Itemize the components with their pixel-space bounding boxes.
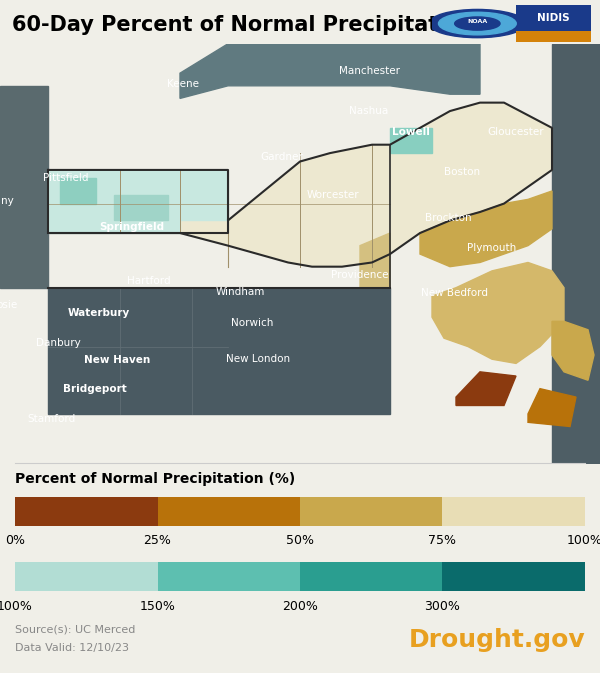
- Text: 60-Day Percent of Normal Precipitation: 60-Day Percent of Normal Precipitation: [12, 15, 475, 35]
- Polygon shape: [528, 389, 576, 427]
- Circle shape: [429, 9, 526, 38]
- Circle shape: [455, 17, 500, 30]
- Text: 100%: 100%: [567, 534, 600, 547]
- Text: 0%: 0%: [5, 534, 25, 547]
- Text: Drought.gov: Drought.gov: [409, 628, 585, 652]
- Polygon shape: [114, 195, 168, 221]
- Text: Manchester: Manchester: [338, 66, 400, 76]
- Bar: [15, 497, 157, 526]
- Text: ny: ny: [1, 197, 14, 207]
- Polygon shape: [552, 321, 594, 380]
- Text: Providence: Providence: [331, 270, 389, 280]
- Polygon shape: [180, 44, 480, 98]
- Bar: [516, 30, 591, 42]
- Text: Brockton: Brockton: [425, 213, 472, 223]
- Polygon shape: [0, 86, 48, 288]
- Text: New Bedford: New Bedford: [421, 288, 488, 297]
- Text: Danbury: Danbury: [37, 339, 81, 348]
- Text: Plymouth: Plymouth: [467, 243, 517, 253]
- Text: Source(s): UC Merced: Source(s): UC Merced: [15, 625, 136, 635]
- Text: Bridgeport: Bridgeport: [63, 384, 127, 394]
- Text: New Haven: New Haven: [84, 355, 150, 365]
- Polygon shape: [48, 102, 552, 267]
- Bar: [157, 497, 300, 526]
- Text: osie: osie: [0, 299, 18, 310]
- Bar: [15, 562, 157, 591]
- Text: Waterbury: Waterbury: [68, 308, 130, 318]
- Polygon shape: [48, 288, 390, 414]
- Polygon shape: [48, 170, 228, 233]
- Text: Lowell: Lowell: [392, 127, 430, 137]
- Text: Gardner: Gardner: [260, 152, 304, 162]
- Text: 100%: 100%: [0, 600, 33, 612]
- Text: 25%: 25%: [143, 534, 172, 547]
- Text: New London: New London: [226, 354, 290, 364]
- Bar: [300, 562, 443, 591]
- Polygon shape: [360, 233, 390, 288]
- Text: 300%: 300%: [425, 600, 460, 612]
- Text: Windham: Windham: [215, 287, 265, 297]
- Polygon shape: [552, 44, 600, 464]
- Polygon shape: [420, 191, 552, 267]
- Text: Nashua: Nashua: [349, 106, 389, 116]
- Text: Stamford: Stamford: [27, 414, 75, 424]
- Text: Data Valid: 12/10/23: Data Valid: 12/10/23: [15, 643, 129, 653]
- Text: Pittsfield: Pittsfield: [43, 174, 89, 183]
- Text: Keene: Keene: [167, 79, 199, 89]
- Text: Boston: Boston: [444, 167, 480, 177]
- Text: 200%: 200%: [282, 600, 318, 612]
- Bar: [157, 562, 300, 591]
- Polygon shape: [432, 262, 564, 363]
- Polygon shape: [390, 128, 432, 153]
- Text: 150%: 150%: [140, 600, 175, 612]
- Polygon shape: [60, 178, 96, 203]
- Text: Hartford: Hartford: [127, 277, 170, 287]
- Text: NIDIS: NIDIS: [537, 13, 570, 23]
- Text: Norwich: Norwich: [231, 318, 273, 328]
- Text: Percent of Normal Precipitation (%): Percent of Normal Precipitation (%): [15, 472, 295, 487]
- Text: Gloucester: Gloucester: [488, 127, 544, 137]
- Bar: [300, 497, 443, 526]
- Text: Springfield: Springfield: [100, 221, 164, 232]
- Bar: [516, 5, 591, 42]
- Bar: [442, 562, 585, 591]
- Text: 50%: 50%: [286, 534, 314, 547]
- Text: Worcester: Worcester: [307, 190, 359, 200]
- Polygon shape: [456, 371, 516, 405]
- Text: NOAA: NOAA: [467, 19, 487, 24]
- Bar: [442, 497, 585, 526]
- Circle shape: [439, 12, 516, 35]
- Text: 75%: 75%: [428, 534, 457, 547]
